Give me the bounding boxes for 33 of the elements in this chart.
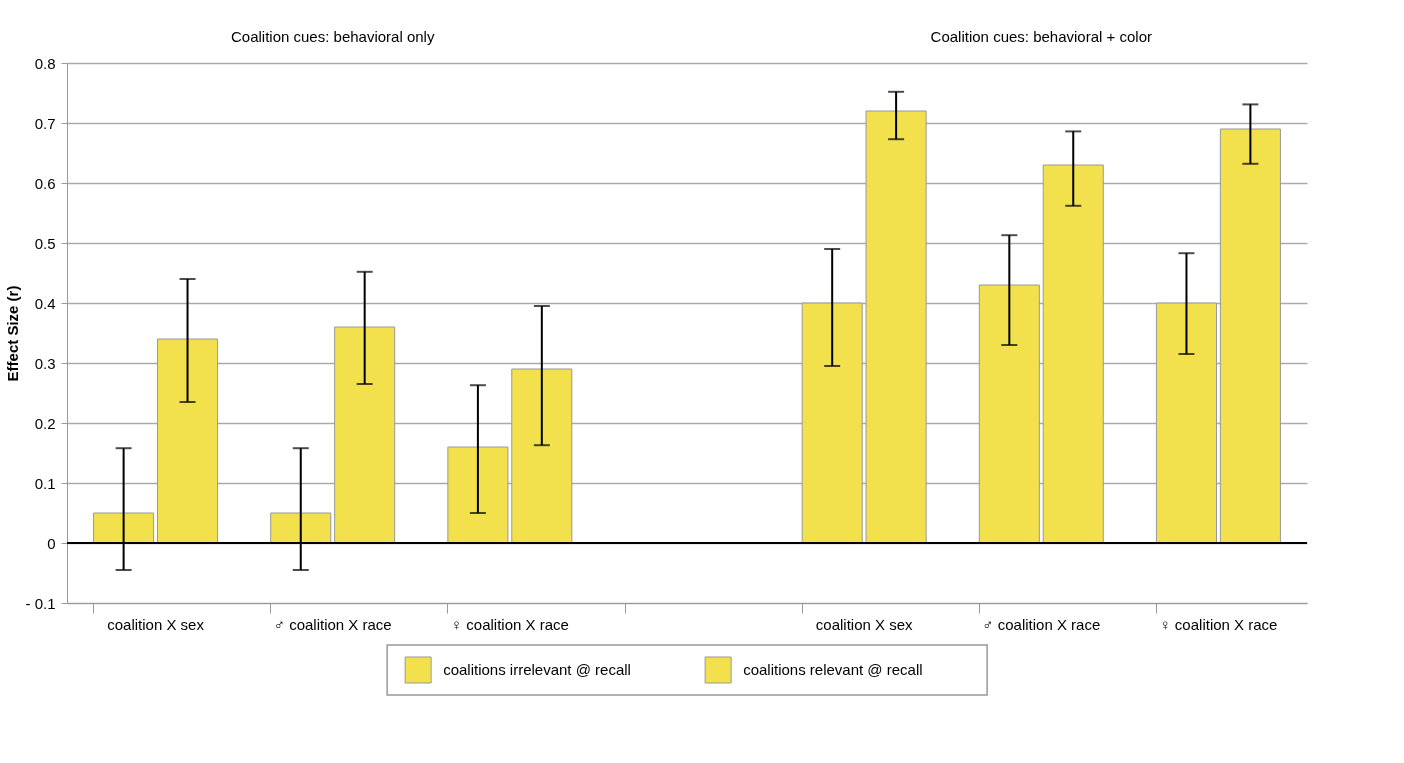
- y-tick-label: 0.4: [34, 294, 56, 312]
- bar: [447, 446, 509, 544]
- y-tick-label: 0.2: [34, 414, 56, 432]
- y-tick-label: 0.8: [34, 54, 56, 72]
- x-tick-label: coalition X sex: [815, 615, 913, 633]
- x-tick-label: coalition X sex: [107, 615, 205, 633]
- x-tick-label: ♂ coalition X race: [982, 615, 1101, 633]
- y-tick-label: 0.3: [34, 354, 56, 372]
- text: Coalition cues: behavioral + color: [930, 28, 1152, 45]
- bar: [270, 512, 332, 544]
- legend-label: coalitions relevant @ recall: [743, 661, 923, 678]
- bar: [1155, 302, 1218, 544]
- y-tick-label: 0.6: [34, 174, 56, 192]
- x-tick-label: ♂ coalition X race: [273, 615, 392, 633]
- bar: [801, 302, 863, 544]
- x-tick-label: ♀ coalition X race: [450, 615, 569, 633]
- bar: [93, 512, 155, 544]
- y-tick-label: 0.1: [34, 474, 56, 492]
- bar: [1219, 128, 1281, 544]
- y-tick-label: 0: [47, 534, 56, 552]
- bar: [156, 338, 219, 544]
- y-tick-label: 0.7: [34, 114, 56, 132]
- bar: [511, 368, 573, 544]
- y-tick-label: 0.5: [34, 234, 56, 252]
- x-tick-label: ♀ coalition X race: [1159, 615, 1278, 633]
- y-tick-label: - 0.1: [25, 594, 56, 612]
- bar: [978, 284, 1040, 544]
- bar: [865, 110, 927, 544]
- legend-label: coalitions irrelevant @ recall: [443, 661, 631, 678]
- bar: [1042, 164, 1104, 544]
- bar: [334, 326, 396, 544]
- y-axis-title: Effect Size (r): [4, 285, 22, 382]
- text: Coalition cues: behavioral only: [230, 28, 435, 45]
